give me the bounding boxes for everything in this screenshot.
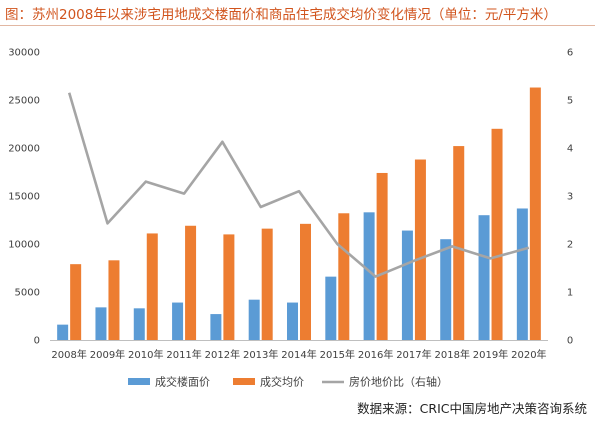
y-right-tick-label: 4 <box>567 144 573 155</box>
x-tick-label: 2014年 <box>281 348 316 361</box>
avg-price-bar <box>453 146 465 340</box>
floor-price-bar <box>401 230 413 340</box>
avg-price-bar <box>146 233 158 340</box>
x-tick-label: 2009年 <box>90 348 125 361</box>
data-source-note: 数据来源：CRIC中国房地产决策咨询系统 <box>357 401 587 416</box>
y-right-tick-label: 0 <box>567 336 573 347</box>
title-divider <box>0 25 595 26</box>
floor-price-bar <box>248 299 260 340</box>
x-tick-label: 2013年 <box>243 348 278 361</box>
avg-price-bar <box>300 223 311 340</box>
y-right-tick-label: 5 <box>567 96 573 107</box>
chart-title: 图：苏州2008年以来涉宅用地成交楼面价和商品住宅成交均价变化情况（单位：元/平… <box>5 7 557 23</box>
avg-price-bar <box>414 159 426 340</box>
x-tick-label: 2011年 <box>166 348 201 361</box>
legend-avg-price-label: 成交均价 <box>260 375 304 389</box>
avg-price-bar <box>70 264 82 340</box>
y-left-tick-label: 0 <box>34 336 40 347</box>
floor-price-bar <box>516 208 528 340</box>
x-tick-label: 2008年 <box>51 348 86 361</box>
floor-price-bar <box>287 302 298 340</box>
y-right-tick-label: 1 <box>567 288 573 299</box>
y-left-tick-label: 30000 <box>8 48 40 59</box>
legend-avg-price-swatch <box>233 378 255 385</box>
floor-price-bar <box>172 302 184 340</box>
x-tick-label: 2020年 <box>511 348 546 361</box>
y-left-tick-label: 15000 <box>8 192 40 203</box>
y-right-tick-label: 2 <box>567 240 573 251</box>
x-tick-label: 2012年 <box>205 348 240 361</box>
y-left-tick-label: 20000 <box>8 144 40 155</box>
floor-price-bar <box>133 308 145 340</box>
floor-price-bar <box>325 276 337 340</box>
floor-price-bar <box>210 314 222 340</box>
y-left-tick-label: 10000 <box>8 240 40 251</box>
avg-price-bar <box>108 260 120 340</box>
x-tick-label: 2017年 <box>396 348 431 361</box>
avg-price-bar <box>338 213 350 340</box>
y-left-tick-label: 25000 <box>8 96 40 107</box>
avg-price-bar <box>376 172 388 340</box>
floor-price-bar <box>440 239 452 340</box>
floor-price-bar <box>478 215 490 340</box>
floor-price-bar <box>57 324 69 340</box>
avg-price-bar <box>223 234 235 340</box>
legend-price-ratio-label: 房价地价比（右轴） <box>349 375 448 389</box>
floor-price-bar <box>95 307 107 340</box>
floor-price-bar <box>363 212 375 340</box>
x-tick-label: 2016年 <box>358 348 393 361</box>
avg-price-bar <box>185 225 197 340</box>
y-left-tick-label: 5000 <box>15 288 40 299</box>
x-tick-label: 2010年 <box>128 348 163 361</box>
legend-floor-price-swatch <box>128 378 150 385</box>
legend-floor-price-label: 成交楼面价 <box>155 375 210 389</box>
y-right-tick-label: 3 <box>567 192 573 203</box>
y-right-tick-label: 6 <box>567 48 573 59</box>
avg-price-bar <box>491 128 503 340</box>
x-tick-label: 2019年 <box>473 348 508 361</box>
avg-price-bar <box>261 228 273 340</box>
x-tick-label: 2015年 <box>320 348 355 361</box>
x-tick-label: 2018年 <box>435 348 470 361</box>
avg-price-bar <box>529 87 541 341</box>
